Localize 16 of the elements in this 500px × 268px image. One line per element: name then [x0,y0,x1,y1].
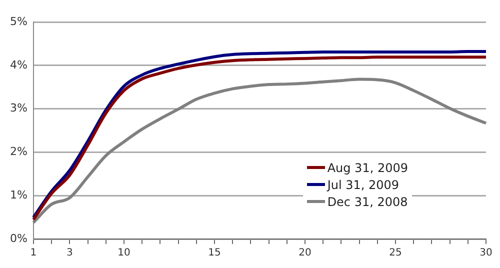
x-tick-label: 30 [480,248,492,259]
x-tick-label: 1 [30,248,37,259]
x-tick-label: 3 [66,248,73,259]
y-tick-label: 2% [10,145,28,158]
legend-label: Jul 31, 2009 [327,178,400,192]
x-tick-label: 25 [389,248,402,259]
legend-label: Aug 31, 2009 [327,160,408,174]
y-tick-label: 5% [10,14,28,28]
y-tick-label: 3% [10,102,28,115]
y-tick-label: 4% [10,58,28,72]
y-tick-label: 0% [10,232,28,245]
x-tick-label: 20 [298,248,312,259]
x-tick-label: 15 [208,248,221,259]
y-tick-label: 1% [10,188,28,202]
x-tick-label: 10 [118,248,130,259]
legend-label: Dec 31, 2008 [327,194,408,208]
